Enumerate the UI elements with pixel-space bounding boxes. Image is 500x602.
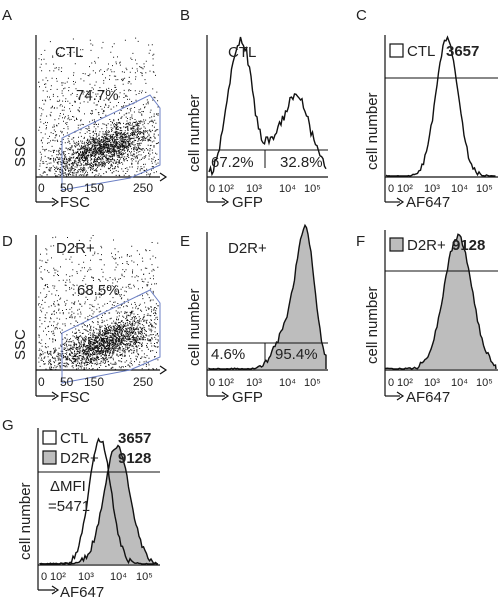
legend-label-ctl-g: CTL	[60, 430, 88, 447]
tick-g-0: 0	[41, 571, 47, 583]
axis-label-x-d: FSC	[60, 389, 90, 406]
axis-label-x-c: AF647	[406, 194, 450, 211]
panel-label-c: C	[356, 7, 367, 24]
tick-d-0: 0	[38, 375, 45, 389]
panel-label-f: F	[356, 233, 365, 250]
tick-b-2: 10³	[246, 183, 262, 195]
dot-layers	[38, 37, 160, 370]
tick-a-2: 150	[84, 181, 104, 195]
tick-c-3: 10⁴	[451, 183, 468, 195]
axis-label-x-g: AF647	[60, 584, 104, 601]
sample-label-d: D2R+	[56, 240, 95, 257]
tick-c-4: 10⁵	[476, 183, 493, 195]
mfi-value-c: 3657	[446, 43, 479, 60]
axis-label-y-a: SSC	[12, 136, 29, 167]
panel-a-axes	[35, 35, 168, 207]
tick-d-1: 50	[60, 375, 74, 389]
tick-a-1: 50	[60, 181, 74, 195]
panel-label-d: D	[2, 233, 13, 250]
axis-label-x-a: FSC	[60, 194, 90, 211]
axis-label-y-c: cell number	[364, 92, 381, 170]
delta-mfi-value: =5471	[48, 498, 90, 515]
legend-swatch-d2r-f	[389, 237, 404, 252]
gate-polygon-a	[61, 94, 161, 191]
scatter-cloud-d	[38, 235, 159, 370]
tick-f-2: 10³	[424, 377, 440, 389]
region-right-percent-e: 95.4%	[275, 346, 318, 363]
axis-label-x-b: GFP	[232, 194, 263, 211]
tick-g-4: 10⁵	[136, 571, 153, 583]
axis-label-y-f: cell number	[364, 286, 381, 364]
mfi-value-f: 9128	[452, 237, 485, 254]
tick-b-0: 0	[209, 183, 215, 195]
tick-c-0: 0	[388, 183, 394, 195]
tick-e-1: 10²	[218, 377, 234, 389]
panel-c-axes	[384, 35, 498, 207]
panel-label-g: G	[2, 417, 14, 434]
legend-swatch-ctl-g	[42, 430, 57, 445]
panel-b-axes	[206, 35, 328, 207]
tick-b-3: 10⁴	[279, 183, 296, 195]
scatter-cloud-a	[38, 37, 160, 177]
mfi-value-ctl-g: 3657	[118, 430, 151, 447]
tick-d-3: 250	[133, 375, 153, 389]
tick-e-0: 0	[209, 377, 215, 389]
panel-e-axes	[206, 232, 328, 401]
sample-label-f: D2R+	[407, 237, 446, 254]
panel-label-a: A	[2, 7, 12, 24]
axis-label-y-b: cell number	[186, 94, 203, 172]
histogram-af647-ctl-g	[39, 437, 158, 565]
axis-label-y-d: SSC	[12, 329, 29, 360]
tick-g-3: 10⁴	[110, 571, 127, 583]
gate-percent-a: 74.7%	[76, 87, 119, 104]
tick-c-2: 10³	[424, 183, 440, 195]
panel-d-axes	[35, 235, 168, 401]
histogram-gfp-d2r-e	[208, 223, 327, 370]
tick-f-3: 10⁴	[451, 377, 468, 389]
axis-label-x-f: AF647	[406, 389, 450, 406]
sample-label-e: D2R+	[228, 240, 267, 257]
axis-label-y-g: cell number	[17, 482, 34, 560]
region-left-percent-e: 4.6%	[211, 346, 245, 363]
tick-c-1: 10²	[397, 183, 413, 195]
legend-swatch-d2r-g	[42, 450, 57, 465]
region-left-percent-b: 67.2%	[211, 154, 254, 171]
tick-b-4: 10⁵	[304, 183, 321, 195]
tick-e-2: 10³	[246, 377, 262, 389]
tick-a-0: 0	[38, 181, 45, 195]
legend-swatch-ctl-c	[389, 43, 404, 58]
tick-f-0: 0	[388, 377, 394, 389]
region-right-percent-b: 32.8%	[280, 154, 323, 171]
gate-percent-d: 68.5%	[77, 282, 120, 299]
tick-g-2: 10³	[78, 571, 94, 583]
tick-e-3: 10⁴	[279, 377, 296, 389]
sample-label-b: CTL	[228, 44, 256, 61]
panel-f-axes	[384, 230, 498, 401]
histogram-layers	[39, 35, 497, 566]
histogram-af647-ctl-c	[385, 35, 496, 177]
tick-f-1: 10²	[397, 377, 413, 389]
tick-b-1: 10²	[218, 183, 234, 195]
axis-label-y-e: cell number	[186, 288, 203, 366]
panel-g-axes	[37, 428, 160, 595]
tick-e-4: 10⁵	[304, 377, 321, 389]
sample-label-c: CTL	[407, 43, 435, 60]
panel-label-e: E	[180, 233, 190, 250]
axis-label-x-e: GFP	[232, 389, 263, 406]
tick-g-1: 10²	[50, 571, 66, 583]
tick-d-2: 150	[84, 375, 104, 389]
panel-label-b: B	[180, 7, 190, 24]
gate-polygon-d	[61, 289, 161, 384]
tick-a-3: 250	[133, 181, 153, 195]
histogram-af647-d2r-f	[385, 233, 497, 370]
sample-label-a: CTL	[55, 44, 83, 61]
histogram-gfp-ctl-b	[208, 36, 327, 177]
delta-mfi-label: ΔMFI	[50, 478, 86, 495]
mfi-value-d2r-g: 9128	[118, 450, 151, 467]
tick-f-4: 10⁵	[476, 377, 493, 389]
legend-label-d2r-g: D2R+	[60, 450, 99, 467]
